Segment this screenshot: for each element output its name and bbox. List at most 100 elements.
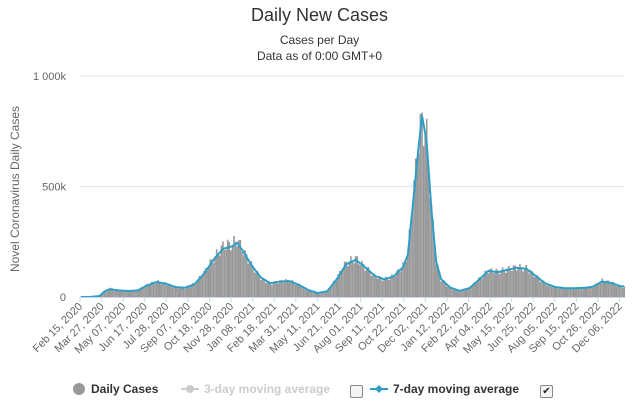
daily-cases-bar bbox=[400, 269, 403, 297]
daily-cases-bar bbox=[328, 289, 330, 297]
daily-cases-bar bbox=[174, 285, 177, 297]
daily-cases-bar bbox=[263, 278, 265, 297]
daily-cases-bar bbox=[470, 287, 472, 297]
daily-cases-bar bbox=[272, 282, 275, 297]
daily-cases-bar bbox=[307, 290, 310, 297]
daily-cases-bar bbox=[309, 290, 311, 297]
daily-cases-bar bbox=[320, 292, 322, 297]
daily-cases-bar bbox=[288, 282, 291, 297]
daily-cases-bar bbox=[117, 290, 120, 297]
daily-cases-bar bbox=[598, 284, 600, 297]
daily-cases-bar bbox=[160, 284, 163, 297]
legend-item-7day-ma[interactable]: 7-day moving average bbox=[370, 379, 519, 399]
daily-cases-bar bbox=[372, 273, 374, 297]
daily-cases-bar bbox=[588, 286, 591, 297]
daily-cases-bar bbox=[348, 261, 351, 297]
daily-cases-bar bbox=[185, 286, 188, 297]
daily-cases-bar bbox=[604, 282, 607, 297]
daily-cases-bar bbox=[244, 249, 246, 297]
daily-cases-bar bbox=[378, 275, 381, 297]
toggle-3day-ma-checkbox[interactable] bbox=[350, 385, 363, 398]
daily-cases-bar bbox=[207, 267, 210, 297]
daily-cases-bar bbox=[449, 287, 452, 297]
daily-cases-bar bbox=[610, 283, 613, 297]
legend-label-7day-ma: 7-day moving average bbox=[393, 382, 520, 396]
daily-cases-bar bbox=[443, 280, 445, 297]
daily-cases-bar bbox=[506, 268, 509, 297]
daily-cases-bar bbox=[147, 285, 150, 297]
legend-line-marker-icon bbox=[370, 385, 388, 393]
daily-cases-bar bbox=[446, 286, 449, 297]
daily-cases-bar bbox=[125, 291, 128, 297]
daily-cases-bar bbox=[563, 289, 565, 297]
daily-cases-bar bbox=[143, 287, 145, 297]
daily-cases-bar bbox=[599, 281, 602, 297]
daily-cases-bar bbox=[157, 280, 159, 297]
daily-cases-bar bbox=[141, 287, 144, 297]
daily-cases-bar bbox=[211, 259, 213, 297]
daily-cases-bar bbox=[298, 283, 300, 297]
daily-cases-bar bbox=[321, 292, 324, 297]
daily-cases-bar bbox=[334, 281, 336, 297]
daily-cases-bar bbox=[226, 239, 229, 297]
daily-cases-bar bbox=[582, 287, 584, 297]
daily-cases-bar bbox=[294, 284, 297, 297]
daily-cases-bar bbox=[133, 290, 136, 297]
daily-cases-bar bbox=[457, 291, 460, 297]
daily-cases-bar bbox=[267, 281, 270, 297]
daily-cases-bar bbox=[168, 283, 171, 297]
y-tick-label: 0 bbox=[60, 292, 66, 304]
daily-cases-bar bbox=[326, 290, 329, 297]
daily-cases-bar bbox=[258, 277, 261, 297]
daily-cases-bar bbox=[541, 281, 543, 297]
toggle-7day-ma-checkbox[interactable]: ✔ bbox=[540, 385, 553, 398]
daily-cases-bar bbox=[590, 286, 592, 297]
daily-cases-bar bbox=[342, 269, 344, 297]
daily-cases-bar bbox=[418, 153, 420, 297]
daily-cases-bar bbox=[217, 253, 220, 297]
daily-cases-bar bbox=[462, 290, 464, 297]
daily-cases-bar bbox=[316, 293, 319, 297]
daily-cases-bar bbox=[106, 289, 109, 297]
daily-cases-bar bbox=[451, 289, 453, 297]
daily-cases-bar bbox=[166, 285, 169, 297]
daily-cases-bar bbox=[105, 289, 107, 297]
daily-cases-bar bbox=[237, 240, 240, 297]
legend-item-3day-ma[interactable]: 3-day moving average bbox=[181, 379, 330, 399]
daily-cases-bar bbox=[346, 266, 349, 297]
daily-cases-bar bbox=[508, 265, 510, 297]
legend-item-daily-cases[interactable]: Daily Cases bbox=[72, 379, 158, 399]
daily-cases-bar bbox=[310, 291, 313, 297]
daily-cases-bar bbox=[429, 197, 431, 297]
legend-circle-icon bbox=[73, 383, 85, 395]
daily-cases-bar bbox=[249, 263, 251, 297]
daily-cases-bar bbox=[331, 284, 333, 297]
daily-cases-bar bbox=[286, 279, 289, 297]
daily-cases-bar bbox=[465, 289, 468, 297]
daily-cases-bar bbox=[613, 283, 616, 297]
daily-cases-bar bbox=[283, 282, 286, 297]
daily-cases-bar bbox=[560, 286, 562, 297]
daily-cases-bar bbox=[528, 273, 531, 297]
daily-cases-bar bbox=[195, 283, 197, 297]
daily-cases-bar bbox=[571, 287, 573, 297]
daily-cases-bar bbox=[223, 250, 226, 297]
daily-cases-bar bbox=[542, 280, 545, 297]
daily-cases-bar bbox=[432, 218, 434, 297]
daily-cases-bar bbox=[479, 277, 482, 297]
daily-cases-bar bbox=[170, 284, 172, 297]
chart-subtitle-line-1: Cases per Day bbox=[279, 33, 360, 47]
daily-cases-bar bbox=[252, 266, 254, 297]
daily-cases-bar bbox=[558, 287, 561, 297]
legend-label-3day-ma: 3-day moving average bbox=[204, 382, 331, 396]
daily-cases-bar bbox=[482, 275, 485, 297]
daily-cases-bar bbox=[234, 241, 237, 297]
daily-cases-bar bbox=[533, 276, 535, 297]
daily-cases-bar bbox=[116, 289, 118, 297]
daily-cases-bar bbox=[437, 264, 439, 297]
daily-cases-bar bbox=[569, 288, 572, 297]
daily-cases-bar bbox=[438, 272, 441, 297]
daily-cases-bar bbox=[501, 267, 504, 297]
daily-cases-bar bbox=[304, 288, 306, 297]
daily-cases-bar bbox=[534, 277, 537, 297]
